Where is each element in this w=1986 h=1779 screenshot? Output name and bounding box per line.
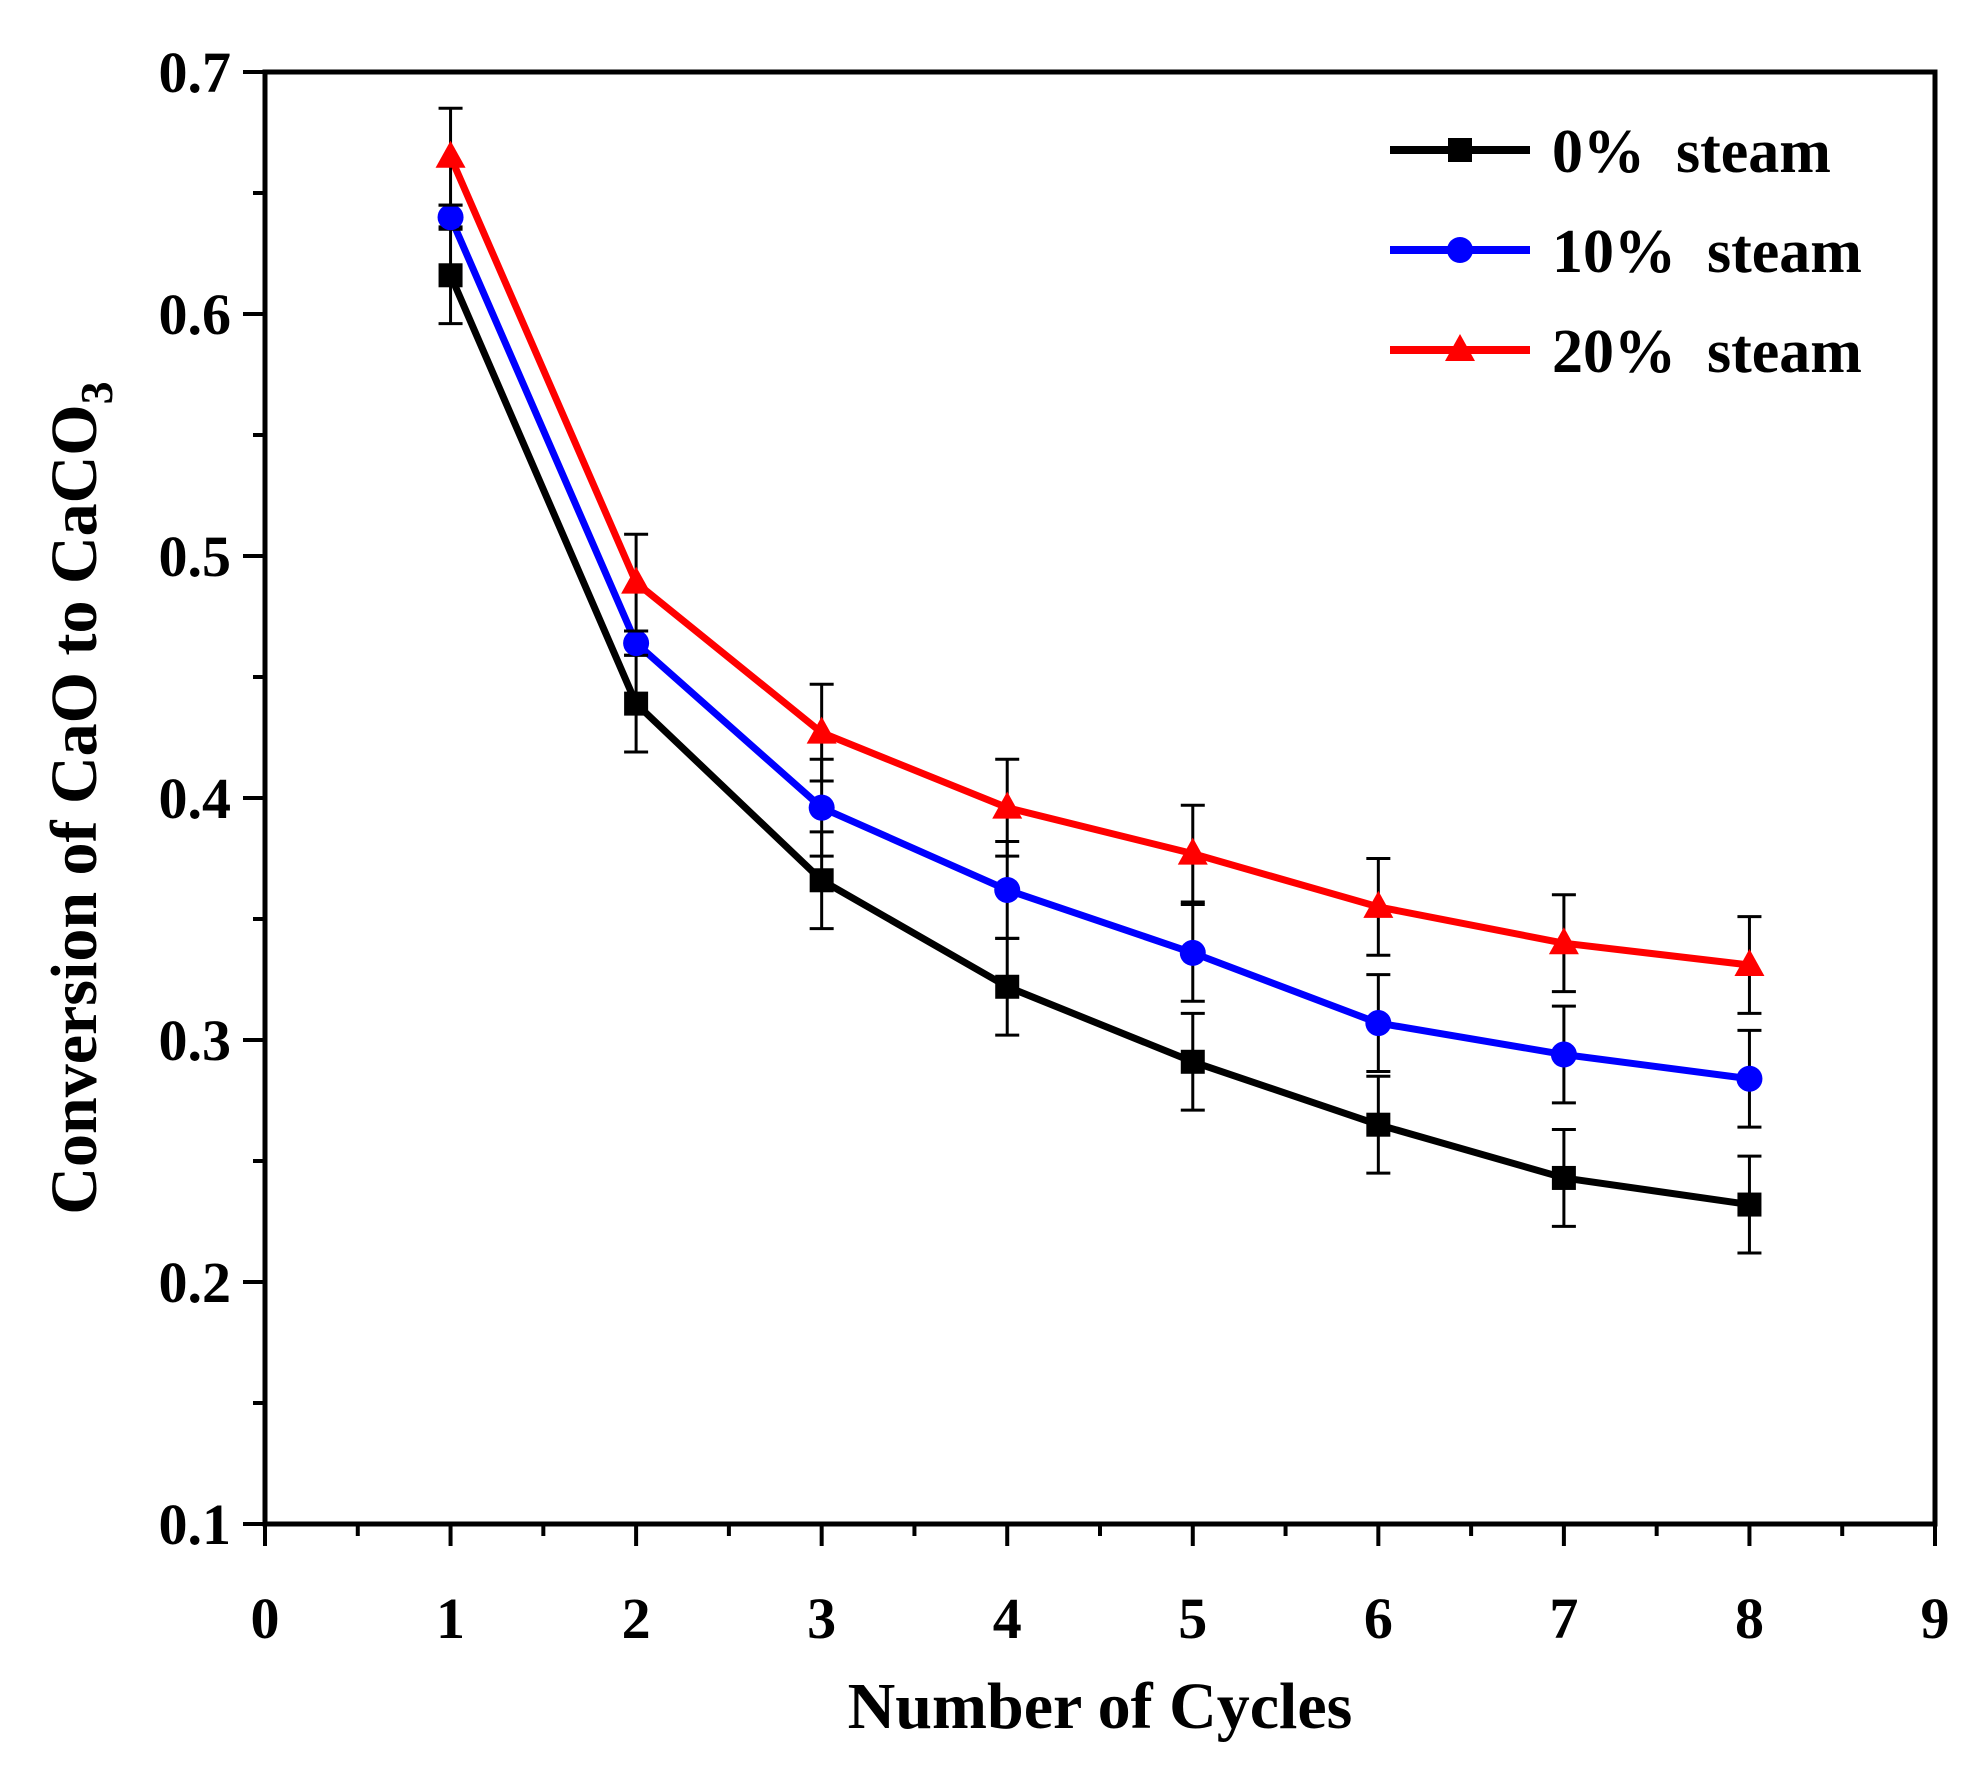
data-point-triangle: [1445, 334, 1475, 361]
data-point-square: [1180, 1049, 1205, 1074]
y-axis-title-main: Conversion of CaO to CaCO: [38, 404, 111, 1214]
data-point-square: [438, 263, 463, 288]
data-point-square: [1737, 1192, 1762, 1217]
data-point-circle: [1736, 1065, 1763, 1092]
y-tick-label: 0.5: [159, 524, 232, 589]
x-tick-label: 6: [1364, 1586, 1393, 1651]
data-point-triangle: [1177, 837, 1208, 865]
series-2: [435, 106, 1765, 1015]
data-point-circle: [1550, 1041, 1577, 1068]
data-point-triangle: [1734, 948, 1765, 976]
legend-label: 20% steam: [1552, 318, 1862, 386]
x-tick-label: 1: [436, 1586, 465, 1651]
plot-area: [435, 106, 1765, 1255]
y-tick-label: 0.6: [159, 282, 232, 347]
y-tick-label: 0.4: [159, 766, 232, 831]
data-point-square: [1366, 1112, 1391, 1137]
x-tick-label: 0: [251, 1586, 280, 1651]
data-point-triangle: [435, 140, 466, 168]
x-tick-label: 2: [622, 1586, 651, 1651]
data-point-square: [624, 691, 649, 716]
data-point-square: [1551, 1165, 1576, 1190]
data-point-circle: [1365, 1010, 1392, 1037]
data-point-square: [809, 868, 834, 893]
x-tick-label: 8: [1735, 1586, 1764, 1651]
series-0: [438, 225, 1762, 1255]
data-point-triangle: [621, 566, 652, 594]
axes: 0 1 2 3 4 5 6 7 8 9 0.1 0.2 0.3 0.4 0.5 0.6 0.7: [159, 40, 1950, 1651]
x-axis-title: Number of Cycles: [848, 1670, 1353, 1743]
data-point-triangle: [1363, 890, 1394, 918]
data-point-circle: [1447, 237, 1473, 263]
y-axis-title-subscript: 3: [71, 381, 122, 404]
x-tick-label: 3: [807, 1586, 836, 1651]
data-point-square: [1448, 138, 1472, 162]
series-line: [447, 273, 1750, 1209]
x-tick-label: 9: [1921, 1586, 1950, 1651]
y-tick-label: 0.1: [159, 1492, 232, 1557]
y-tick-label: 0.7: [159, 40, 232, 105]
plot-frame: [262, 69, 1938, 1527]
data-point-triangle: [1548, 927, 1579, 955]
data-point-triangle: [806, 716, 837, 744]
legend-item: 10% steam: [1390, 218, 1862, 286]
legend-label: 10% steam: [1552, 218, 1862, 286]
legend: 0% steam 10% steam 20% steam: [1390, 118, 1862, 386]
data-point-circle: [808, 794, 835, 821]
y-tick-label: 0.2: [159, 1250, 232, 1315]
data-point-circle: [437, 204, 464, 231]
data-point-circle: [623, 630, 650, 657]
y-axis-title: Conversion of CaO to CaCO3: [38, 381, 122, 1214]
x-tick-label: 5: [1178, 1586, 1207, 1651]
legend-item: 20% steam: [1390, 318, 1862, 386]
y-tick-label: 0.3: [159, 1008, 232, 1073]
series-line: [447, 155, 1750, 969]
series-line: [447, 215, 1750, 1083]
x-tick-label: 7: [1549, 1586, 1578, 1651]
data-point-circle: [1179, 939, 1206, 966]
data-point-triangle: [992, 791, 1023, 819]
x-tick-label: 4: [993, 1586, 1022, 1651]
data-point-circle: [994, 876, 1021, 903]
legend-label: 0% steam: [1552, 118, 1831, 186]
data-point-square: [995, 974, 1020, 999]
legend-item: 0% steam: [1390, 118, 1831, 186]
